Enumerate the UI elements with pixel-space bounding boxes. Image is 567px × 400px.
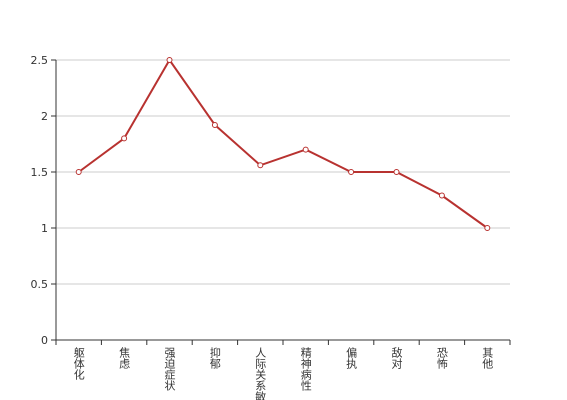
- x-tick-label: 偏执: [345, 346, 358, 370]
- x-tick-label: 抑郁: [208, 346, 221, 369]
- point: [302, 146, 309, 153]
- point: [121, 135, 128, 142]
- y-tick-label: 2: [41, 110, 48, 123]
- x-tick-label: 躯体化: [72, 347, 85, 381]
- point: [484, 225, 491, 231]
- point: [348, 169, 355, 175]
- x-tick-label: 人际关系敏感: [254, 347, 267, 400]
- point: [257, 162, 264, 169]
- x-tick-label: 焦虑: [118, 347, 131, 369]
- y-tick-label: 0: [41, 334, 48, 347]
- point: [166, 57, 173, 63]
- line: [78, 58, 488, 229]
- y-tick-label: 0.5: [31, 278, 49, 291]
- point: [438, 192, 445, 199]
- y-tick-label: 1: [41, 222, 48, 235]
- x-tick-label: 精神病性: [299, 347, 312, 392]
- point: [393, 169, 400, 175]
- x-tick-label: 强迫症状: [163, 347, 176, 391]
- point: [211, 121, 218, 128]
- y-tick-label: 2.5: [31, 54, 49, 67]
- x-tick-label: 恐怖: [435, 347, 448, 369]
- y-tick-label: 1.5: [31, 166, 49, 179]
- x-tick-label: 其他: [481, 347, 494, 369]
- x-tick-label: 敌对: [390, 346, 403, 369]
- point: [75, 169, 82, 175]
